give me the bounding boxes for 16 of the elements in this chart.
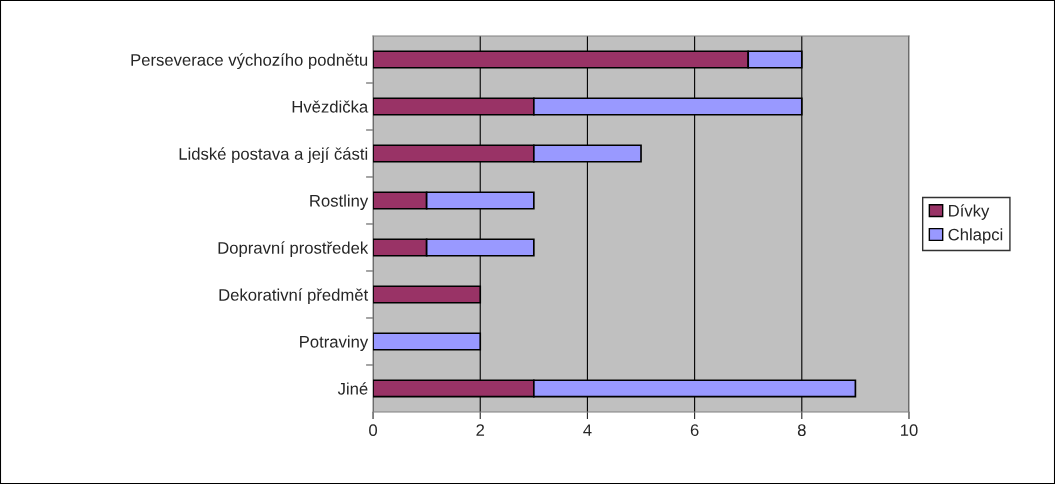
y-tick-label: Rostliny bbox=[310, 194, 369, 210]
y-tick-label: Hvězdička bbox=[292, 100, 369, 113]
x-tick-label: 0 bbox=[369, 424, 378, 437]
x-tick-label: 8 bbox=[797, 424, 806, 437]
y-tick-label: Perseverace výchozího podnětu bbox=[131, 53, 368, 70]
x-tick-label: 2 bbox=[476, 424, 485, 436]
x-tick-label: 10 bbox=[900, 424, 918, 437]
legend-label: Dívky bbox=[949, 204, 990, 220]
x-tick-label: 4 bbox=[583, 424, 592, 436]
legend-label: Chlapci bbox=[948, 228, 1003, 244]
y-tick-label: Jiné bbox=[337, 382, 368, 395]
y-tick-label: Dopravní prostředek bbox=[218, 241, 369, 258]
x-tick-label: 6 bbox=[690, 424, 699, 437]
y-tick-label: Lidské postava a její části bbox=[179, 147, 368, 164]
y-tick-label: Dekorativní předmět bbox=[219, 288, 369, 305]
y-tick-label: Potraviny bbox=[300, 335, 369, 351]
